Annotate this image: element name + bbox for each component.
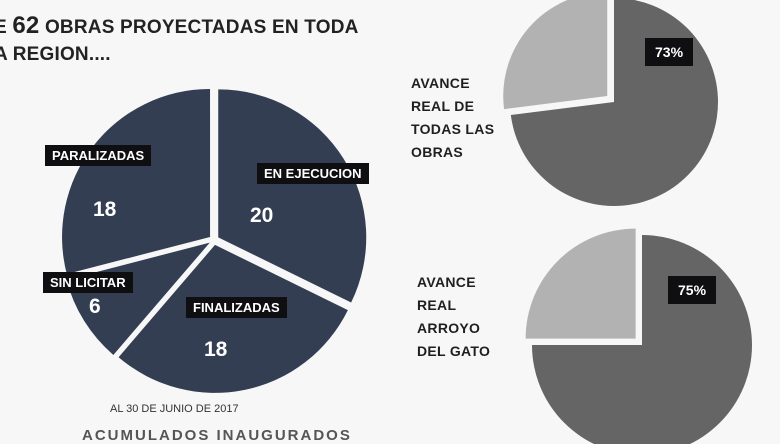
- slice-label-paralizadas: PARALIZADAS: [45, 145, 152, 166]
- pie-slice-paralizadas: [62, 88, 211, 275]
- progress-pie-arroyo-del-gato: [525, 228, 752, 444]
- progress-slice-remaining: [525, 228, 636, 339]
- pie-slice-finalizadas: [118, 244, 348, 393]
- slice-value-finalizadas: 18: [204, 338, 228, 361]
- main-pie-chart: [62, 88, 367, 393]
- slice-label-sin-licitar: SIN LICITAR: [43, 272, 133, 293]
- pie-slice-en-ejecucion: [218, 89, 367, 303]
- pie-slice-sin-licitar: [66, 242, 210, 355]
- gauge-2-label: AVANCE REAL ARROYO DEL GATO: [417, 274, 491, 359]
- slice-value-sin-licitar: 6: [89, 295, 101, 318]
- progress-slice-remaining: [503, 0, 608, 110]
- title-line-1: E 62 OBRAS PROYECTADAS EN TODA: [0, 12, 359, 39]
- gauge-1-percent-badge: 73%: [645, 38, 694, 66]
- date-note: AL 30 DE JUNIO DE 2017: [110, 403, 239, 415]
- gauge-1-label: AVANCE REAL DE TODAS LAS OBRAS: [411, 75, 495, 160]
- progress-pie-todas-las-obras: [503, 0, 718, 206]
- gauge-2-percent-badge: 75%: [668, 276, 717, 304]
- page-title: E 62 OBRAS PROYECTADAS EN TODA A REGION.…: [0, 12, 359, 68]
- slice-value-en-ejecucion: 20: [250, 204, 274, 227]
- slice-label-en-ejecucion: EN EJECUCION: [257, 163, 369, 184]
- title-number: 62: [12, 12, 40, 39]
- bottom-cut-text: ACUMULADOS INAUGURADOS: [82, 427, 352, 444]
- slice-label-finalizadas: FINALIZADAS: [186, 297, 287, 318]
- slice-value-paralizadas: 18: [93, 198, 117, 221]
- title-line-2: A REGION....: [0, 44, 111, 65]
